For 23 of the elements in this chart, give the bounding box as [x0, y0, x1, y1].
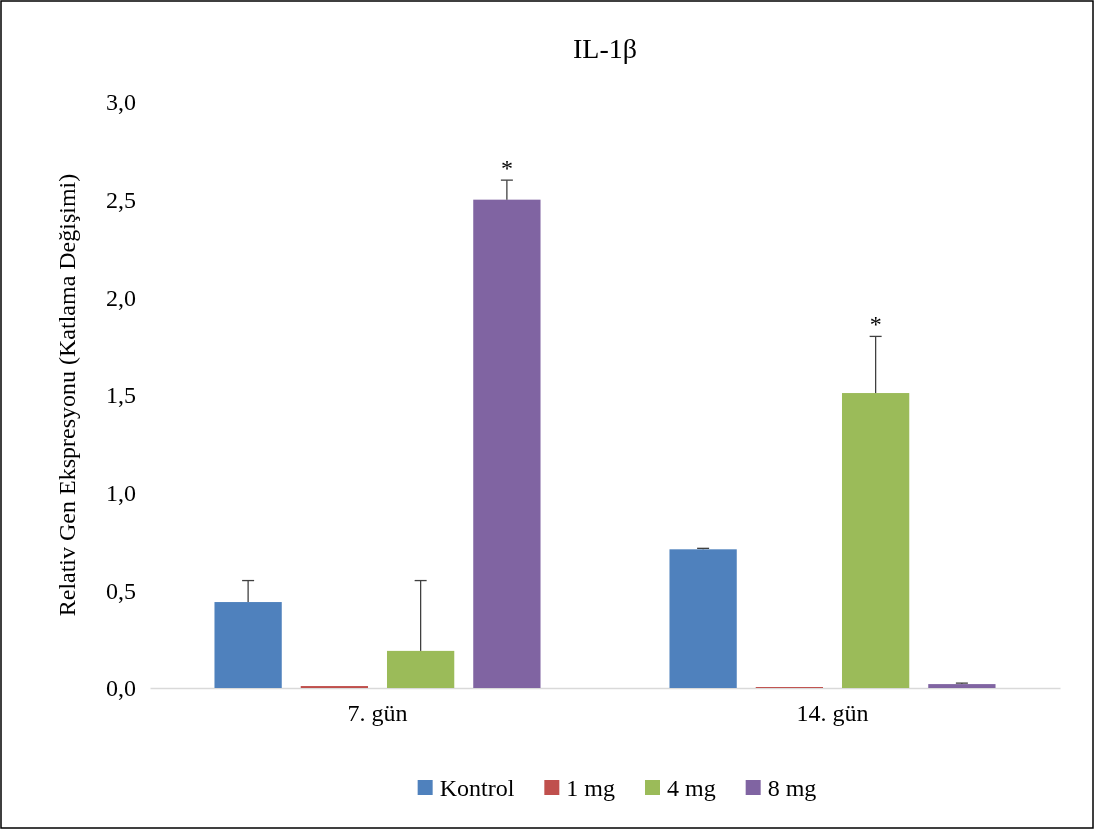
legend-label: Kontrol — [439, 775, 515, 801]
bar — [669, 549, 737, 688]
bar — [928, 684, 996, 688]
y-tick-label: 1,0 — [106, 479, 136, 506]
x-tick-label: 7. gün — [347, 700, 408, 727]
legend-label: 4 mg — [667, 775, 716, 801]
y-tick-label: 0,0 — [106, 675, 136, 702]
annotation: * — [500, 155, 513, 182]
y-tick-label: 0,5 — [106, 577, 136, 604]
y-tick-label: 2,5 — [106, 186, 136, 213]
y-tick-label: 3,0 — [106, 89, 136, 116]
y-tick-label: 1,5 — [106, 382, 136, 409]
legend-label: 1 mg — [566, 775, 615, 801]
bar — [473, 199, 541, 688]
y-tick-label: 2,0 — [106, 284, 136, 311]
chart-title: IL-1β — [573, 33, 637, 64]
y-axis-title: Relativ Gen Ekspresyonu (Katlama Değişimi) — [54, 173, 80, 617]
x-tick-label: 14. gün — [796, 700, 869, 727]
annotation: * — [869, 311, 882, 338]
legend-label: 8 mg — [767, 775, 817, 801]
bar — [386, 650, 455, 688]
bar — [214, 602, 282, 688]
bar — [841, 393, 910, 688]
